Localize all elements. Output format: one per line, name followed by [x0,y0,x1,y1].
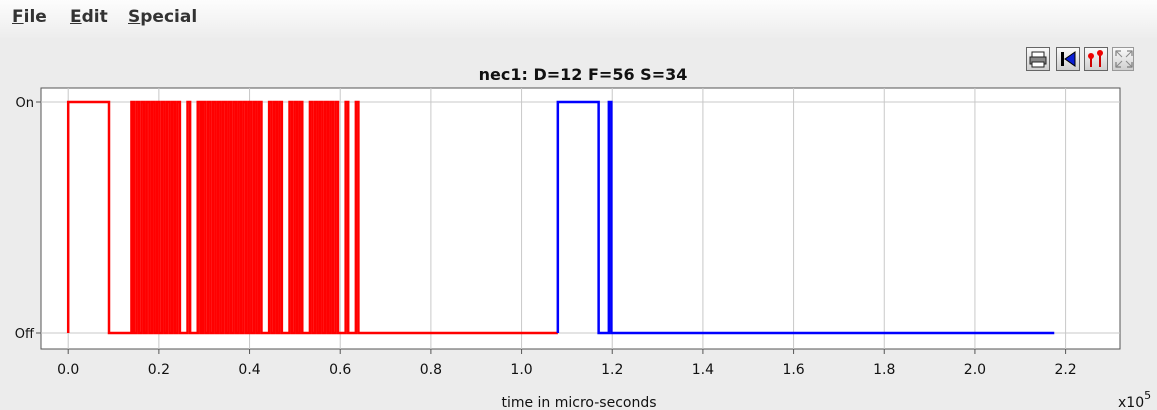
marker-button[interactable] [1084,47,1108,71]
y-tick-label: On [16,96,34,111]
fit-zoom-icon [1115,50,1133,68]
x-tick-label: 1.2 [601,362,623,378]
menu-edit[interactable]: Edit [70,7,108,27]
x-tick-label: 0.4 [238,362,260,378]
x-tick-label: 1.8 [873,362,895,378]
chart-title: nec1: D=12 F=56 S=34 [479,65,688,84]
x-tick-label: 0.8 [420,362,442,378]
menu-bar: File Edit Special [0,0,1157,38]
skip-to-start-icon [1061,51,1076,67]
y-axis: Off On [15,96,41,342]
series-line-1 [66,100,558,335]
x-tick-label: 2.0 [964,362,986,378]
menu-special[interactable]: Special [128,7,198,27]
x-tick-label: 1.0 [510,362,532,378]
menu-file[interactable]: File [12,7,47,27]
marker-icon [1088,50,1103,67]
x-tick-label: 0.0 [57,362,79,378]
x-tick-label: 2.2 [1054,362,1076,378]
y-tick-label: Off [15,327,35,342]
print-button[interactable] [1026,47,1050,71]
x-tick-label: 0.6 [329,362,351,378]
x-tick-label: 1.4 [692,362,714,378]
print-icon [1029,51,1047,68]
x-tick-label: 0.2 [148,362,170,378]
skip-to-start-button[interactable] [1056,47,1080,71]
x-axis-multiplier: x105 [1118,389,1151,410]
series-layer [66,100,1055,335]
x-axis: 0.0 0.2 0.4 0.6 0.8 1.0 1.2 1.4 1.6 1.8 2.0 2.2 [57,349,1077,378]
x-axis-label: time in micro-seconds [501,395,656,410]
series-line-2 [556,100,1055,335]
x-tick-label: 1.6 [782,362,804,378]
fit-zoom-button[interactable] [1112,47,1134,71]
